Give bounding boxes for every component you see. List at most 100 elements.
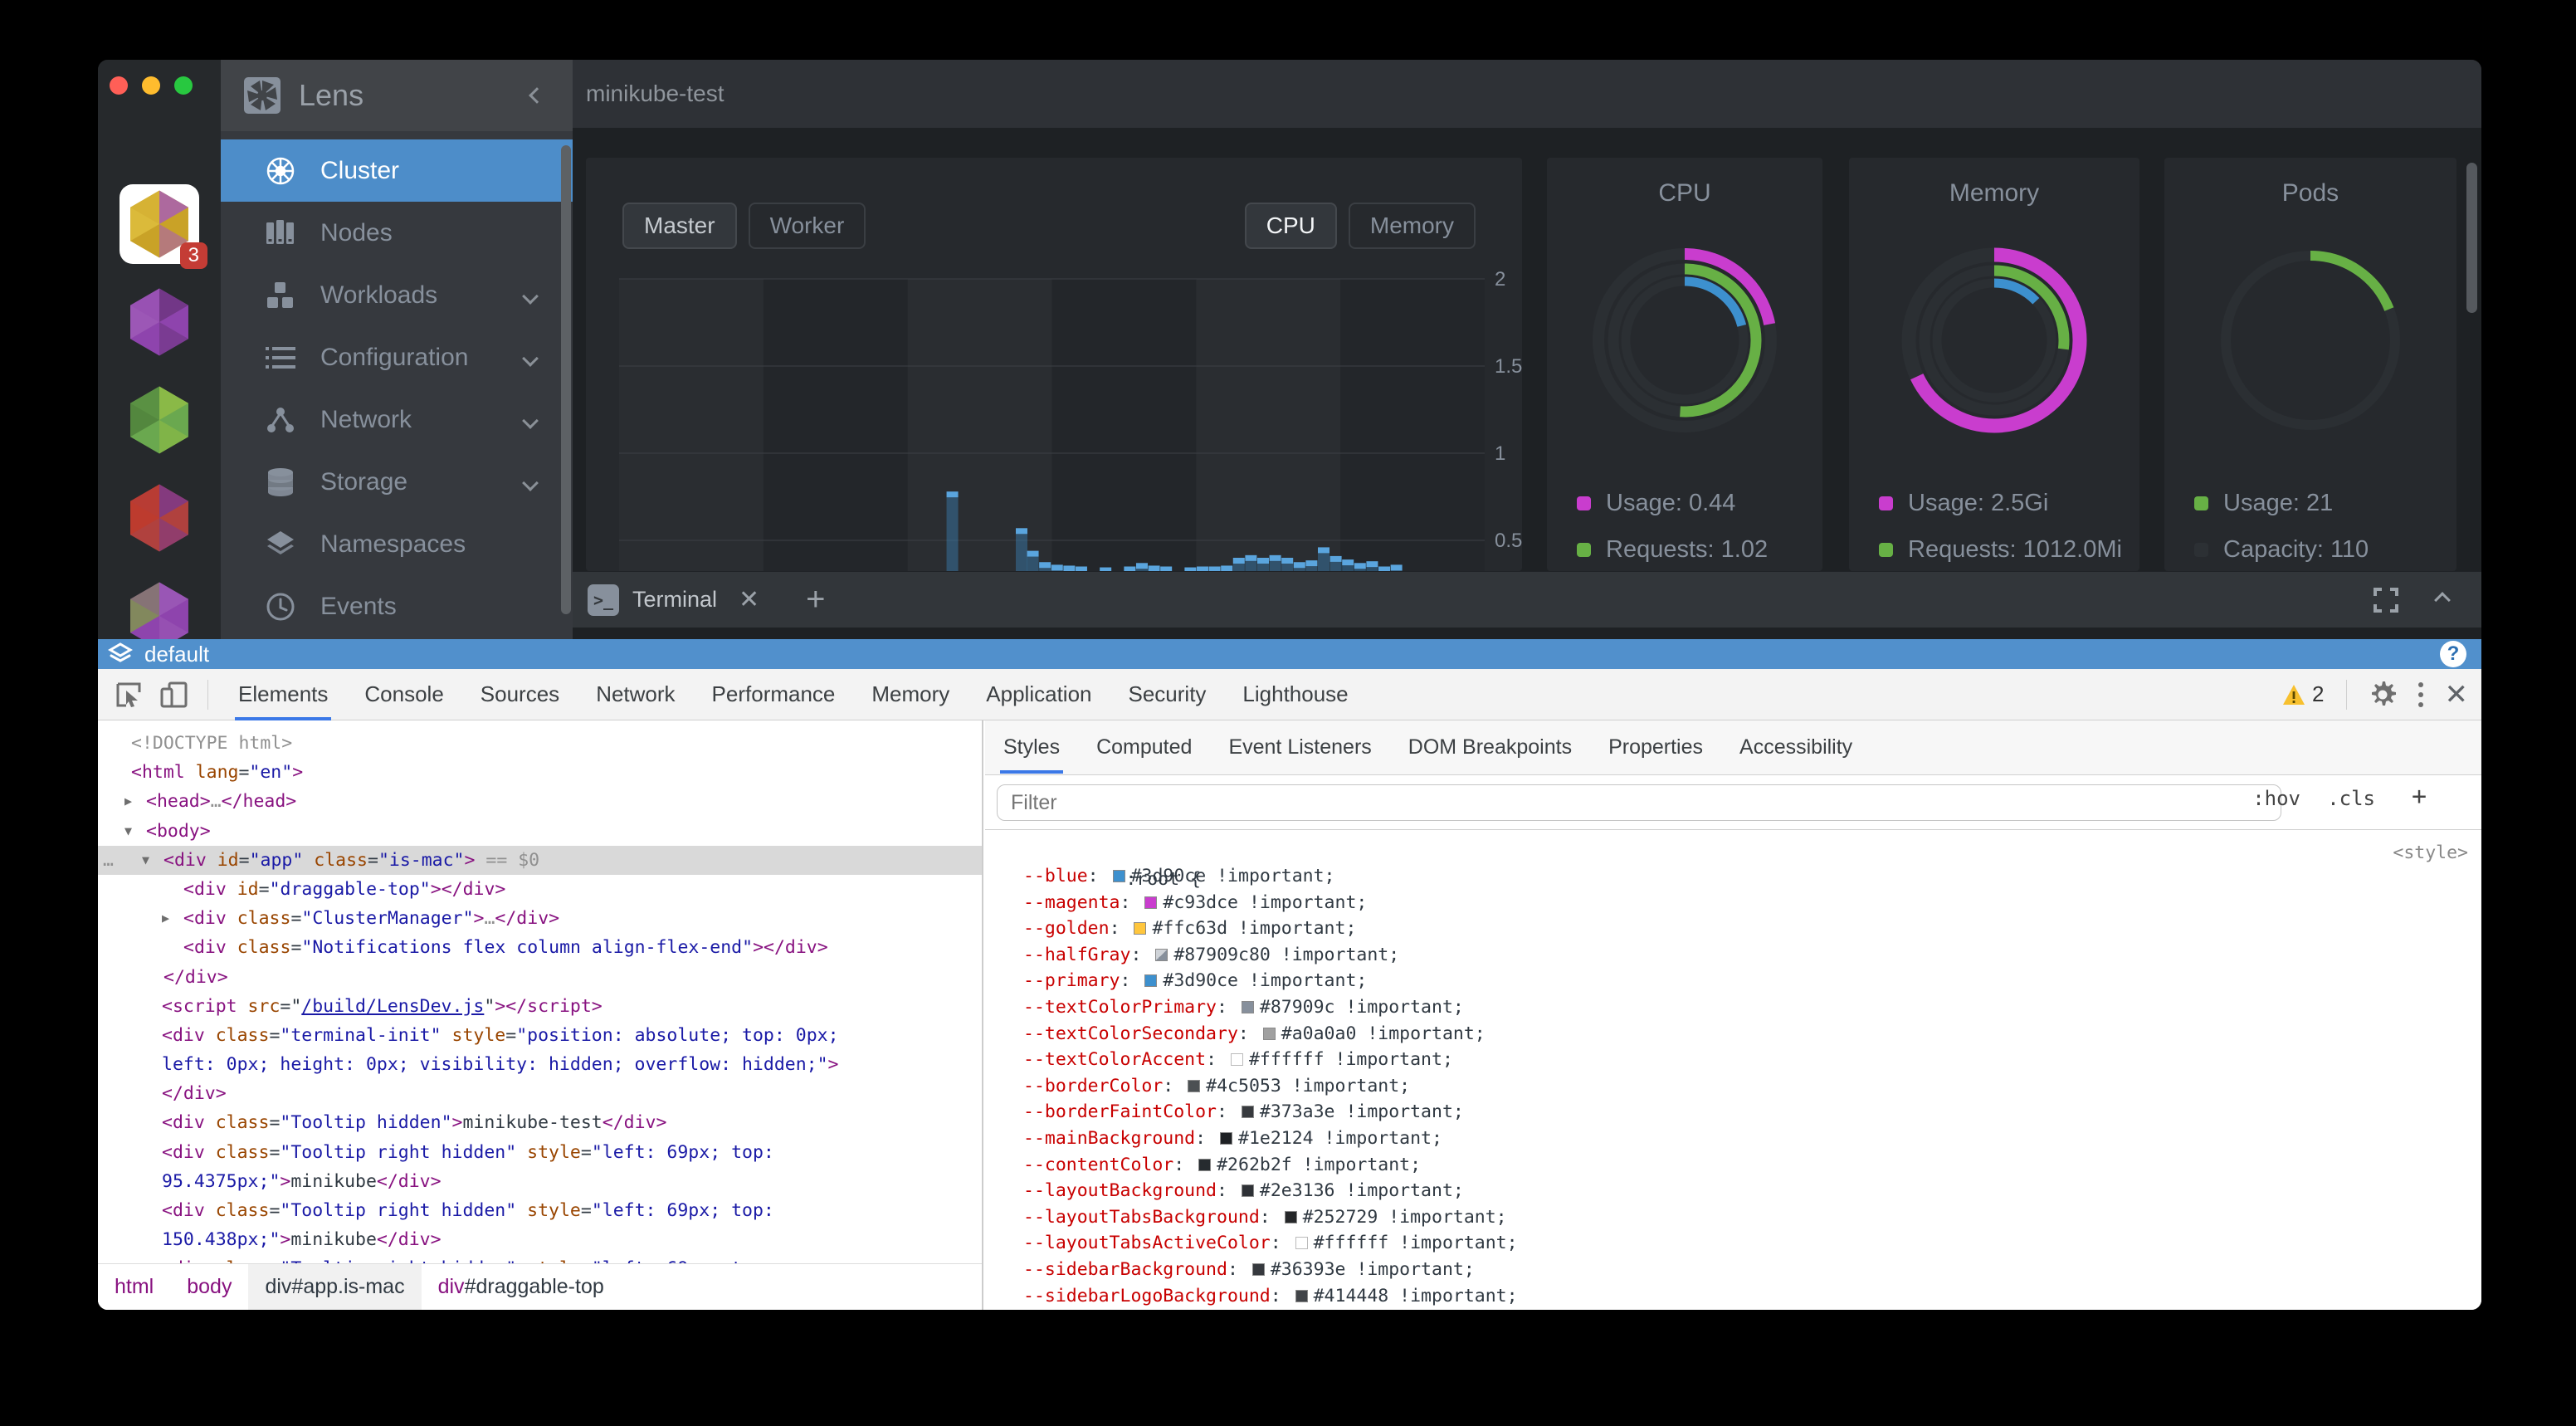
twisty-icon[interactable]: ▶ bbox=[124, 794, 133, 809]
styles-tab-event-listeners[interactable]: Event Listeners bbox=[1228, 735, 1372, 759]
tab-console[interactable]: Console bbox=[364, 681, 444, 706]
tree-row[interactable]: 95.4375px;">minikube</div> bbox=[162, 1170, 442, 1192]
cls-toggle[interactable]: .cls bbox=[2327, 787, 2375, 810]
tree-row[interactable]: <html lang="en"> bbox=[131, 762, 304, 784]
styles-tab-accessibility[interactable]: Accessibility bbox=[1739, 735, 1853, 759]
css-variable-row[interactable]: --halfGray: #87909c80 !important; bbox=[1023, 944, 1400, 965]
color-swatch[interactable] bbox=[1241, 1106, 1254, 1119]
node-tab-master[interactable]: Master bbox=[622, 203, 737, 249]
color-swatch[interactable] bbox=[1198, 1158, 1212, 1171]
terminal-fullscreen-icon[interactable] bbox=[2374, 587, 2398, 613]
terminal-tab-label[interactable]: Terminal bbox=[632, 587, 718, 612]
sidebar-item-nodes[interactable]: Nodes bbox=[221, 202, 573, 264]
metric-tab-memory[interactable]: Memory bbox=[1348, 203, 1476, 249]
sidebar-item-cluster[interactable]: Cluster bbox=[221, 139, 573, 202]
namespace-label[interactable]: default bbox=[144, 641, 210, 667]
cluster-item[interactable]: 3 bbox=[120, 184, 207, 269]
twisty-icon[interactable]: ▶ bbox=[162, 911, 170, 926]
css-variable-row[interactable]: --textColorAccent: #ffffff !important; bbox=[1023, 1049, 1453, 1071]
color-swatch[interactable] bbox=[1251, 1262, 1265, 1276]
color-swatch[interactable] bbox=[1241, 1184, 1254, 1198]
color-swatch[interactable] bbox=[1144, 974, 1158, 988]
tree-row[interactable]: ▶ <div class="ClusterManager">…</div> bbox=[98, 904, 982, 933]
styles-tab-styles[interactable]: Styles bbox=[985, 722, 1078, 774]
css-variable-row[interactable]: --borderFaintColor: #373a3e !important; bbox=[1023, 1101, 1464, 1123]
main-scrollbar[interactable] bbox=[2466, 163, 2477, 313]
tree-row[interactable]: <div class="Tooltip right hidden" style=… bbox=[98, 1254, 982, 1263]
close-window-button[interactable] bbox=[110, 76, 128, 95]
tab-memory[interactable]: Memory bbox=[871, 681, 950, 706]
css-variable-row[interactable]: --primary: #3d90ce !important; bbox=[1023, 970, 1368, 992]
warning-badge[interactable]: 2 bbox=[2282, 681, 2325, 707]
tree-row[interactable]: <div class="Tooltip right hidden" style=… bbox=[162, 1141, 774, 1163]
hov-toggle[interactable]: :hov bbox=[2252, 787, 2300, 810]
css-variable-row[interactable]: --golden: #ffc63d !important; bbox=[1023, 918, 1357, 940]
tree-row[interactable]: … ▼ <div id="app" class="is-mac"> == $0 bbox=[98, 845, 982, 875]
styles-tab-properties[interactable]: Properties bbox=[1608, 735, 1704, 759]
cluster-item[interactable] bbox=[120, 380, 199, 460]
terminal-add-icon[interactable]: + bbox=[806, 581, 826, 618]
styles-tab-computed[interactable]: Computed bbox=[1096, 735, 1193, 759]
devtools-close-icon[interactable]: ✕ bbox=[2444, 678, 2469, 711]
css-variable-row[interactable]: --mainBackground: #1e2124 !important; bbox=[1023, 1127, 1442, 1149]
color-swatch[interactable] bbox=[1262, 1027, 1276, 1040]
tree-row[interactable]: <div class="terminal-init" style="positi… bbox=[162, 1024, 839, 1046]
styles-tab-dom-breakpoints[interactable]: DOM Breakpoints bbox=[1408, 735, 1573, 759]
css-variable-row[interactable]: --borderColor: #4c5053 !important; bbox=[1023, 1075, 1411, 1096]
terminal-close-icon[interactable]: ✕ bbox=[739, 586, 760, 613]
color-swatch[interactable] bbox=[1220, 1131, 1232, 1145]
css-variable-row[interactable]: --sidebarLogoBackground: #414448 !import… bbox=[1023, 1285, 1518, 1306]
color-swatch[interactable] bbox=[1241, 1000, 1254, 1013]
tree-row[interactable]: </div> bbox=[162, 1083, 227, 1105]
tree-row[interactable]: <div id="draggable-top"></div> bbox=[183, 878, 506, 900]
zoom-window-button[interactable] bbox=[174, 76, 193, 95]
styles-filter-input[interactable] bbox=[997, 784, 2281, 821]
tree-row[interactable]: <div class="Tooltip right hidden" style=… bbox=[162, 1200, 774, 1221]
sidebar-collapse-icon[interactable] bbox=[529, 87, 545, 104]
twisty-icon[interactable]: ▼ bbox=[124, 823, 133, 838]
stylesheet-origin[interactable]: <style> bbox=[2393, 842, 2468, 863]
sidebar-item-namespaces[interactable]: Namespaces bbox=[221, 513, 573, 575]
devtools-settings-icon[interactable] bbox=[2369, 681, 2397, 709]
cluster-item[interactable] bbox=[120, 478, 199, 558]
css-variable-row[interactable]: --layoutBackground: #2e3136 !important; bbox=[1023, 1180, 1464, 1202]
device-toolbar-icon[interactable] bbox=[159, 681, 189, 709]
css-variable-row[interactable]: --textColorSecondary: #a0a0a0 !important… bbox=[1023, 1023, 1486, 1044]
css-variable-row[interactable]: --sidebarActiveColor: #ffffff !important… bbox=[985, 1309, 2481, 1310]
metric-tab-cpu[interactable]: CPU bbox=[1244, 203, 1337, 249]
breadcrumb-item[interactable]: div#app.is-mac bbox=[248, 1263, 422, 1310]
tree-row[interactable]: left: 0px; height: 0px; visibility: hidd… bbox=[162, 1054, 839, 1076]
tab-performance[interactable]: Performance bbox=[711, 681, 836, 706]
tree-row[interactable]: ▼ <body> bbox=[98, 817, 982, 846]
tab-application[interactable]: Application bbox=[986, 681, 1092, 706]
tree-row[interactable]: </div> bbox=[163, 966, 228, 988]
minimize-window-button[interactable] bbox=[142, 76, 160, 95]
sidebar-scrollbar[interactable] bbox=[561, 145, 571, 614]
new-rule-icon[interactable]: + bbox=[2411, 782, 2427, 811]
color-swatch[interactable] bbox=[1284, 1210, 1297, 1223]
css-variable-row[interactable]: --layoutTabsBackground: #252729 !importa… bbox=[1023, 1206, 1507, 1228]
sidebar-item-configuration[interactable]: Configuration bbox=[221, 326, 573, 388]
css-variable-row[interactable]: --contentColor: #262b2f !important; bbox=[1023, 1154, 1422, 1175]
breadcrumb-item[interactable]: body bbox=[187, 1275, 232, 1298]
color-swatch[interactable] bbox=[1155, 948, 1168, 961]
tab-network[interactable]: Network bbox=[596, 681, 676, 706]
color-swatch[interactable] bbox=[1295, 1237, 1308, 1250]
tree-row[interactable]: ▶ <head>…</head> bbox=[98, 787, 982, 816]
tab-lighthouse[interactable]: Lighthouse bbox=[1242, 681, 1349, 706]
tree-row[interactable]: <!DOCTYPE html> bbox=[131, 733, 293, 754]
rule-selector[interactable]: :root { bbox=[1125, 869, 1201, 890]
css-variable-row[interactable]: --textColorPrimary: #87909c !important; bbox=[1023, 996, 1464, 1018]
cluster-item[interactable] bbox=[120, 282, 199, 362]
css-variable-row[interactable]: --layoutTabsActiveColor: #ffffff !import… bbox=[1023, 1233, 1518, 1254]
tree-row[interactable]: <script src="/build/LensDev.js"></script… bbox=[162, 995, 603, 1017]
devtools-menu-icon[interactable] bbox=[2417, 681, 2423, 707]
color-swatch[interactable] bbox=[1144, 896, 1158, 909]
color-swatch[interactable] bbox=[1188, 1079, 1201, 1092]
tab-security[interactable]: Security bbox=[1128, 681, 1207, 706]
breadcrumb-item[interactable]: div #draggable-top bbox=[437, 1275, 604, 1298]
color-swatch[interactable] bbox=[1134, 922, 1147, 935]
inspect-element-icon[interactable] bbox=[115, 681, 143, 709]
color-swatch[interactable] bbox=[1112, 870, 1125, 882]
tree-row[interactable]: 150.438px;">minikube</div> bbox=[162, 1229, 442, 1251]
